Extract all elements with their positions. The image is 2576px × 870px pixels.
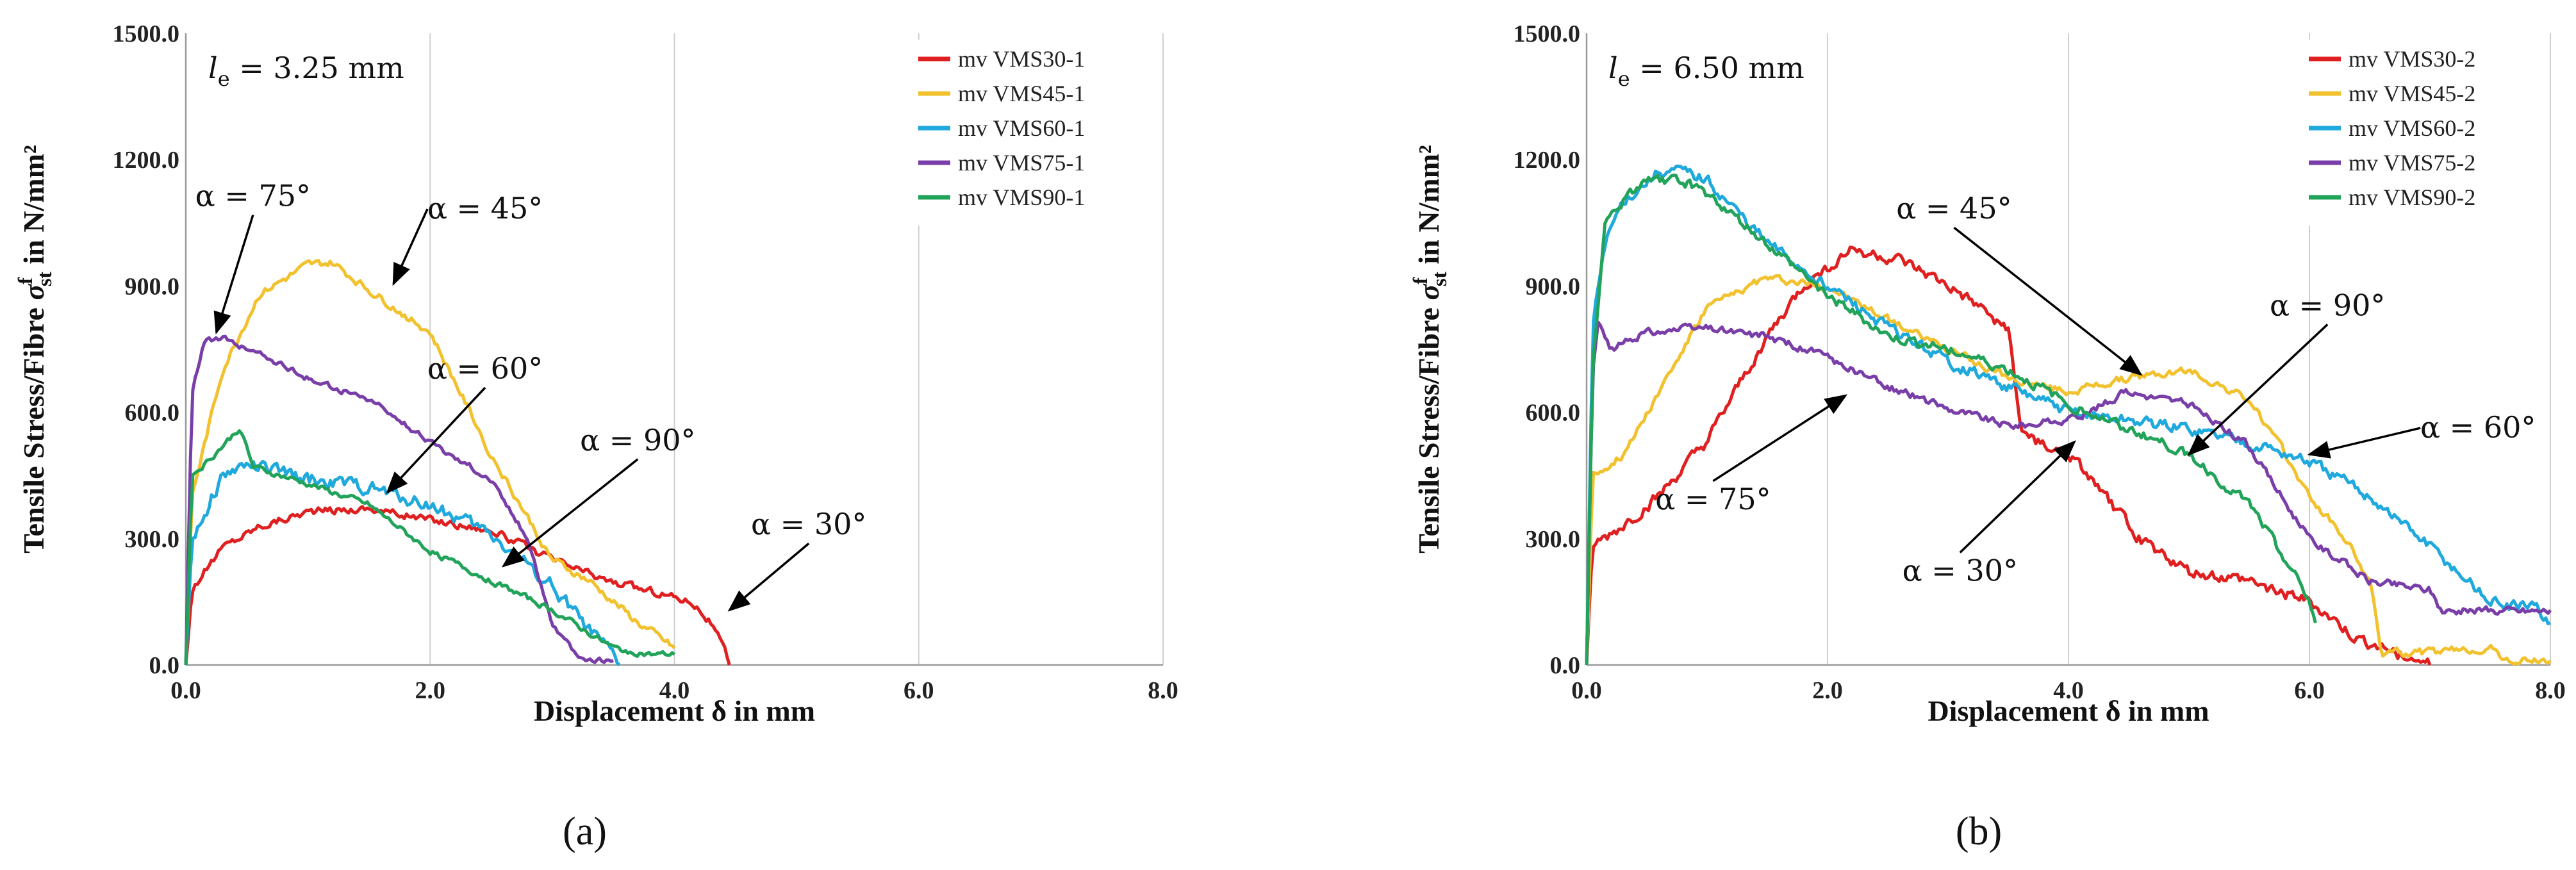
legend-entry: mv VMS60-2 — [2349, 115, 2475, 141]
angle-annotation: α = 75° — [1655, 482, 1771, 516]
annotation-arrow — [727, 542, 810, 612]
x-tick-label: 8.0 — [2535, 677, 2566, 704]
series-line-mv-vms75-2 — [1585, 320, 2552, 666]
series-line-mv-vms45-2 — [1585, 274, 2552, 666]
x-tick-label: 2.0 — [1812, 677, 1843, 704]
legend-box — [913, 40, 1157, 226]
y-axis-title: Tensile Stress/Fibre σfst in N/mm² — [13, 145, 56, 554]
y-tick-label: 600.0 — [125, 400, 180, 427]
series-line-mv-vms90-1 — [184, 429, 676, 666]
y-tick-label: 1500.0 — [1514, 21, 1581, 47]
legend-entry: mv VMS60-1 — [958, 115, 1085, 141]
legend-entry: mv VMS75-1 — [958, 150, 1085, 176]
legend-entry: mv VMS30-2 — [2349, 46, 2475, 72]
annotation-arrow — [1712, 394, 1848, 482]
angle-annotation: α = 90° — [2270, 288, 2385, 322]
annotation-arrow — [1959, 440, 2076, 554]
annotation-arrow — [2307, 427, 2421, 459]
x-tick-label: 4.0 — [2053, 677, 2084, 704]
legend-entry: mv VMS75-2 — [2349, 150, 2475, 176]
series-line-mv-vms45-1 — [184, 259, 676, 666]
y-tick-label: 300.0 — [125, 526, 180, 553]
annotation-arrow — [392, 208, 429, 286]
angle-annotation: α = 90° — [580, 423, 695, 457]
x-tick-label: 0.0 — [1571, 677, 1602, 704]
x-tick-label: 8.0 — [1148, 677, 1178, 704]
chart-panel-b: 0.0 300.0 600.0 900.0 1200.0 1500.0 0.0 2.0 4.0 6… — [1408, 21, 2566, 853]
panel-label: (a) — [563, 810, 607, 853]
legend-entry: mv VMS45-2 — [2349, 81, 2475, 106]
y-tick-label: 1500.0 — [113, 21, 180, 47]
angle-annotation: α = 60° — [2420, 410, 2536, 445]
x-tick-label: 6.0 — [904, 677, 934, 704]
legend-entry: mv VMS90-1 — [958, 185, 1085, 210]
annotation-arrow — [1953, 226, 2143, 376]
y-tick-label: 300.0 — [1526, 526, 1581, 553]
y-axis-title: Tensile Stress/Fibre σfst in N/mm² — [1408, 145, 1451, 554]
angle-annotation: α = 45° — [1896, 191, 2011, 226]
legend: mv VMS30-1 mv VMS45-1 mv VMS60-1 mv VMS75-1… — [913, 40, 1157, 226]
y-tick-label: 0.0 — [1550, 652, 1581, 679]
legend: mv VMS30-2 mv VMS45-2 mv VMS60-2 mv VMS75-2… — [2304, 40, 2547, 226]
embedded-length-label: le = 6.50 mm — [1608, 51, 1804, 91]
legend-entry: mv VMS90-2 — [2349, 185, 2475, 210]
legend-entry: mv VMS30-1 — [958, 46, 1085, 72]
x-tick-label: 4.0 — [659, 677, 690, 704]
annotation-arrow — [2187, 324, 2329, 456]
legend-entry: mv VMS45-1 — [958, 81, 1085, 106]
x-tick-label: 6.0 — [2294, 677, 2325, 704]
x-axis-title: Displacement δ in mm — [1928, 694, 2209, 727]
series-line-mv-vms30-2 — [1585, 245, 2432, 666]
angle-annotation: α = 30° — [751, 507, 866, 541]
x-axis-title: Displacement δ in mm — [534, 694, 815, 727]
angle-annotation: α = 30° — [1903, 554, 2018, 588]
angle-annotation: α = 75° — [195, 179, 311, 213]
x-tick-label: 2.0 — [415, 677, 446, 704]
y-tick-label: 900.0 — [1526, 273, 1581, 300]
series-line-mv-vms30-1 — [184, 505, 731, 666]
angle-annotation: α = 60° — [427, 351, 543, 386]
series-line-mv-vms90-2 — [1585, 173, 2317, 666]
embedded-length-label: le = 3.25 mm — [208, 51, 404, 91]
annotation-arrow — [501, 458, 639, 568]
series-line-mv-vms75-1 — [184, 334, 614, 666]
legend-box — [2304, 40, 2547, 226]
annotation-arrow — [213, 214, 254, 335]
y-tick-label: 600.0 — [1526, 400, 1581, 427]
y-tick-label: 1200.0 — [1514, 147, 1581, 174]
panel-label: (b) — [1956, 810, 2002, 853]
series-line-mv-vms60-1 — [184, 459, 621, 666]
y-tick-label: 900.0 — [125, 273, 180, 300]
x-tick-label: 0.0 — [170, 677, 201, 704]
y-tick-label: 1200.0 — [113, 147, 180, 174]
y-tick-label: 0.0 — [149, 652, 180, 679]
annotation-arrow — [386, 386, 486, 495]
chart-panel-a: 0.0 300.0 600.0 900.0 1200.0 1500.0 0.0 2.0 4.0 6… — [13, 21, 1178, 853]
angle-annotation: α = 45° — [427, 191, 543, 226]
